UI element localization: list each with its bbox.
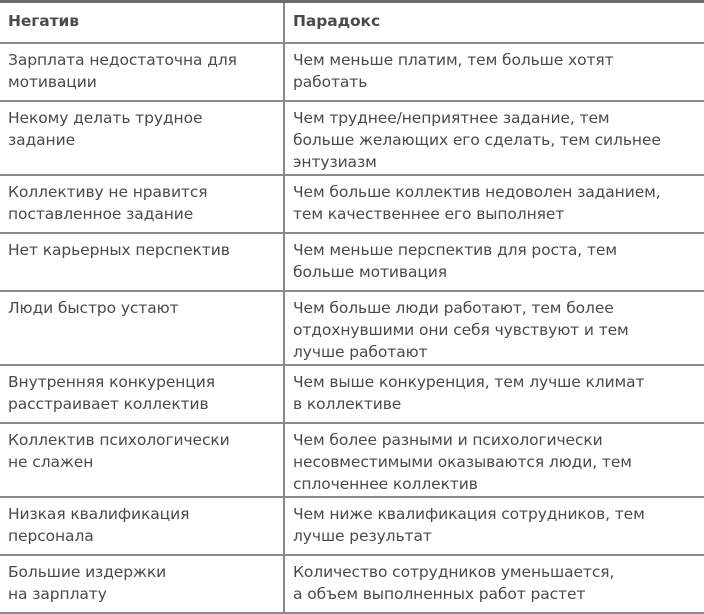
header-paradox: Парадокс [284,0,704,44]
negative-cell: Коллектив психологически не слажен [0,423,285,498]
paradox-cell: Чем труднее/неприятнее задание, тем боль… [284,101,704,176]
negative-cell: Некому делать трудное задание [0,101,285,176]
negative-cell: Люди быстро устают [0,291,285,366]
paradox-cell: Чем ниже квалификация сотрудников, тем л… [284,497,704,556]
paradox-cell: Чем меньше перспектив для роста, тем бол… [284,233,704,292]
table-row: Низкая квалификация персонала Чем ниже кв… [0,497,704,556]
table-header-row: Негатив Парадокс [0,0,704,44]
table-row: Большие издержки на зарплату Количество с… [0,555,704,614]
paradox-cell: Чем больше люди работают, тем более отдо… [284,291,704,366]
negative-cell: Коллективу не нравится поставленное зада… [0,175,285,234]
table-row: Коллектив психологически не слажен Чем бо… [0,423,704,498]
negative-cell: Зарплата недостаточна для мотивации [0,43,285,102]
paradox-cell: Чем более разными и психологически несов… [284,423,704,498]
negative-cell: Нет карьерных перспектив [0,233,285,292]
paradox-cell: Чем выше конкуренция, тем лучше климат в… [284,365,704,424]
table-row: Люди быстро устают Чем больше люди работа… [0,291,704,366]
paradox-cell: Количество сотрудников уменьшается, а об… [284,555,704,614]
table-row: Коллективу не нравится поставленное зада… [0,175,704,234]
paradox-cell: Чем меньше платим, тем больше хотят рабо… [284,43,704,102]
negative-cell: Внутренняя конкуренция расстраивает колл… [0,365,285,424]
negative-cell: Низкая квалификация персонала [0,497,285,556]
paradox-cell: Чем больше коллектив недоволен заданием,… [284,175,704,234]
header-negative: Негатив [0,0,285,44]
table-row: Нет карьерных перспектив Чем меньше персп… [0,233,704,292]
negative-cell: Большие издержки на зарплату [0,555,285,614]
table-row: Некому делать трудное задание Чем труднее… [0,101,704,176]
table-row: Зарплата недостаточна для мотивации Чем м… [0,43,704,102]
table-row: Внутренняя конкуренция расстраивает колл… [0,365,704,424]
